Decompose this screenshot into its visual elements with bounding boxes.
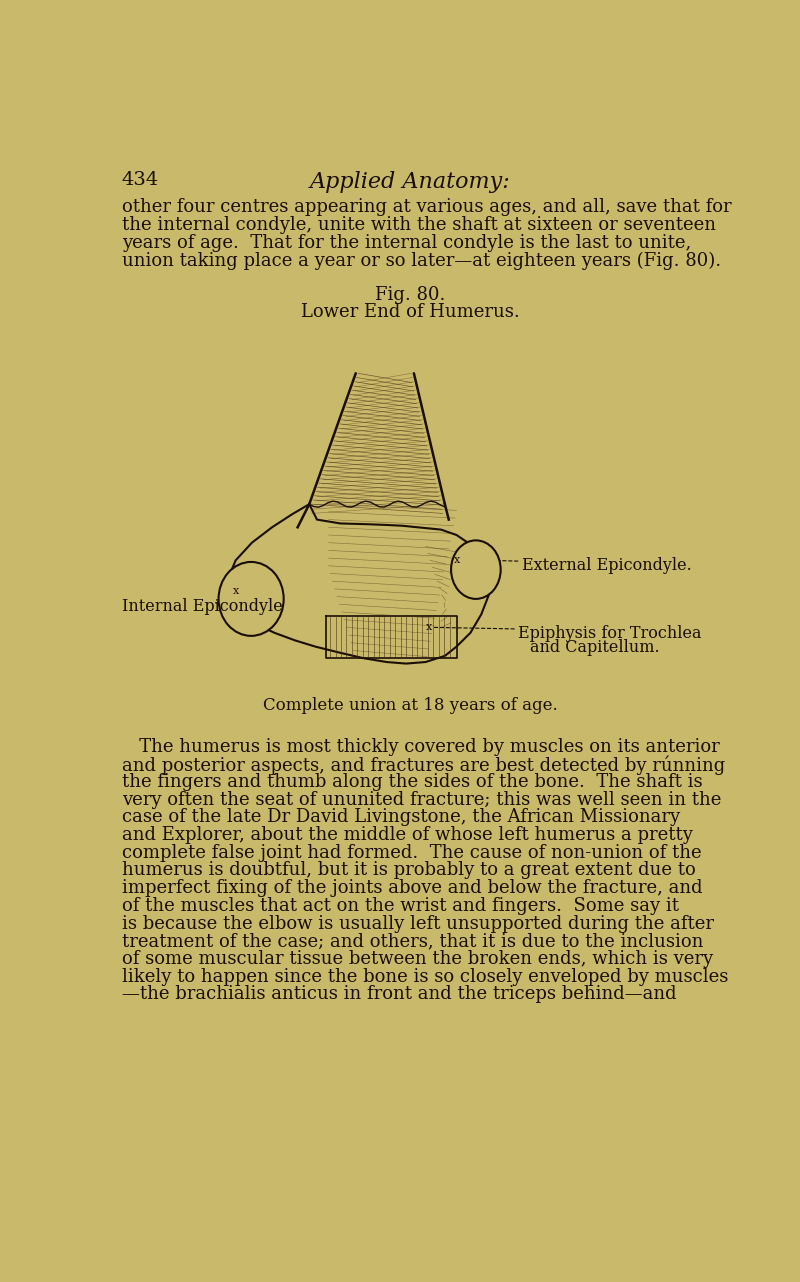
Text: Epiphysis for Trochlea: Epiphysis for Trochlea — [518, 626, 702, 642]
Text: Fig. 80.: Fig. 80. — [375, 286, 445, 304]
Text: of the muscles that act on the wrist and fingers.  Some say it: of the muscles that act on the wrist and… — [122, 897, 678, 915]
Text: Lower End of Humerus.: Lower End of Humerus. — [301, 304, 519, 322]
Text: x: x — [426, 622, 433, 632]
Text: complete false joint had formed.  The cause of non-union of the: complete false joint had formed. The cau… — [122, 844, 702, 862]
Text: 434: 434 — [122, 171, 159, 188]
Text: humerus is doubtful, but it is probably to a great extent due to: humerus is doubtful, but it is probably … — [122, 862, 695, 879]
Text: very often the seat of ununited fracture; this was well seen in the: very often the seat of ununited fracture… — [122, 791, 721, 809]
Text: x: x — [454, 555, 460, 564]
Text: The humerus is most thickly covered by muscles on its anterior: The humerus is most thickly covered by m… — [122, 737, 719, 755]
Text: and Explorer, about the middle of whose left humerus a pretty: and Explorer, about the middle of whose … — [122, 826, 693, 844]
Text: —the brachialis anticus in front and the triceps behind—and: —the brachialis anticus in front and the… — [122, 986, 676, 1004]
Polygon shape — [228, 504, 491, 664]
Text: treatment of the case; and others, that it is due to the inclusion: treatment of the case; and others, that … — [122, 932, 703, 950]
Text: case of the late Dr David Livingstone, the African Missionary: case of the late Dr David Livingstone, t… — [122, 809, 680, 827]
Text: the internal condyle, unite with the shaft at sixteen or seventeen: the internal condyle, unite with the sha… — [122, 217, 716, 235]
Text: imperfect fixing of the joints above and below the fracture, and: imperfect fixing of the joints above and… — [122, 879, 702, 897]
Text: likely to happen since the bone is so closely enveloped by muscles: likely to happen since the bone is so cl… — [122, 968, 728, 986]
Text: Internal Epicondyle: Internal Epicondyle — [122, 599, 282, 615]
Text: years of age.  That for the internal condyle is the last to unite,: years of age. That for the internal cond… — [122, 233, 691, 253]
Text: other four centres appearing at various ages, and all, save that for: other four centres appearing at various … — [122, 199, 731, 217]
Ellipse shape — [218, 562, 284, 636]
Text: x: x — [233, 586, 238, 596]
Text: and Capitellum.: and Capitellum. — [530, 638, 660, 656]
Text: Complete union at 18 years of age.: Complete union at 18 years of age. — [262, 696, 558, 714]
Text: is because the elbow is usually left unsupported during the after: is because the elbow is usually left uns… — [122, 914, 714, 932]
Text: of some muscular tissue between the broken ends, which is very: of some muscular tissue between the brok… — [122, 950, 713, 968]
Ellipse shape — [451, 541, 501, 599]
Text: the fingers and thumb along the sides of the bone.  The shaft is: the fingers and thumb along the sides of… — [122, 773, 702, 791]
Text: and posterior aspects, and fractures are best detected by rúnning: and posterior aspects, and fractures are… — [122, 755, 725, 774]
Text: External Epicondyle.: External Epicondyle. — [522, 558, 692, 574]
Text: union taking place a year or so later—at eighteen years (Fig. 80).: union taking place a year or so later—at… — [122, 251, 721, 271]
Text: Applied Anatomy:: Applied Anatomy: — [310, 171, 510, 192]
